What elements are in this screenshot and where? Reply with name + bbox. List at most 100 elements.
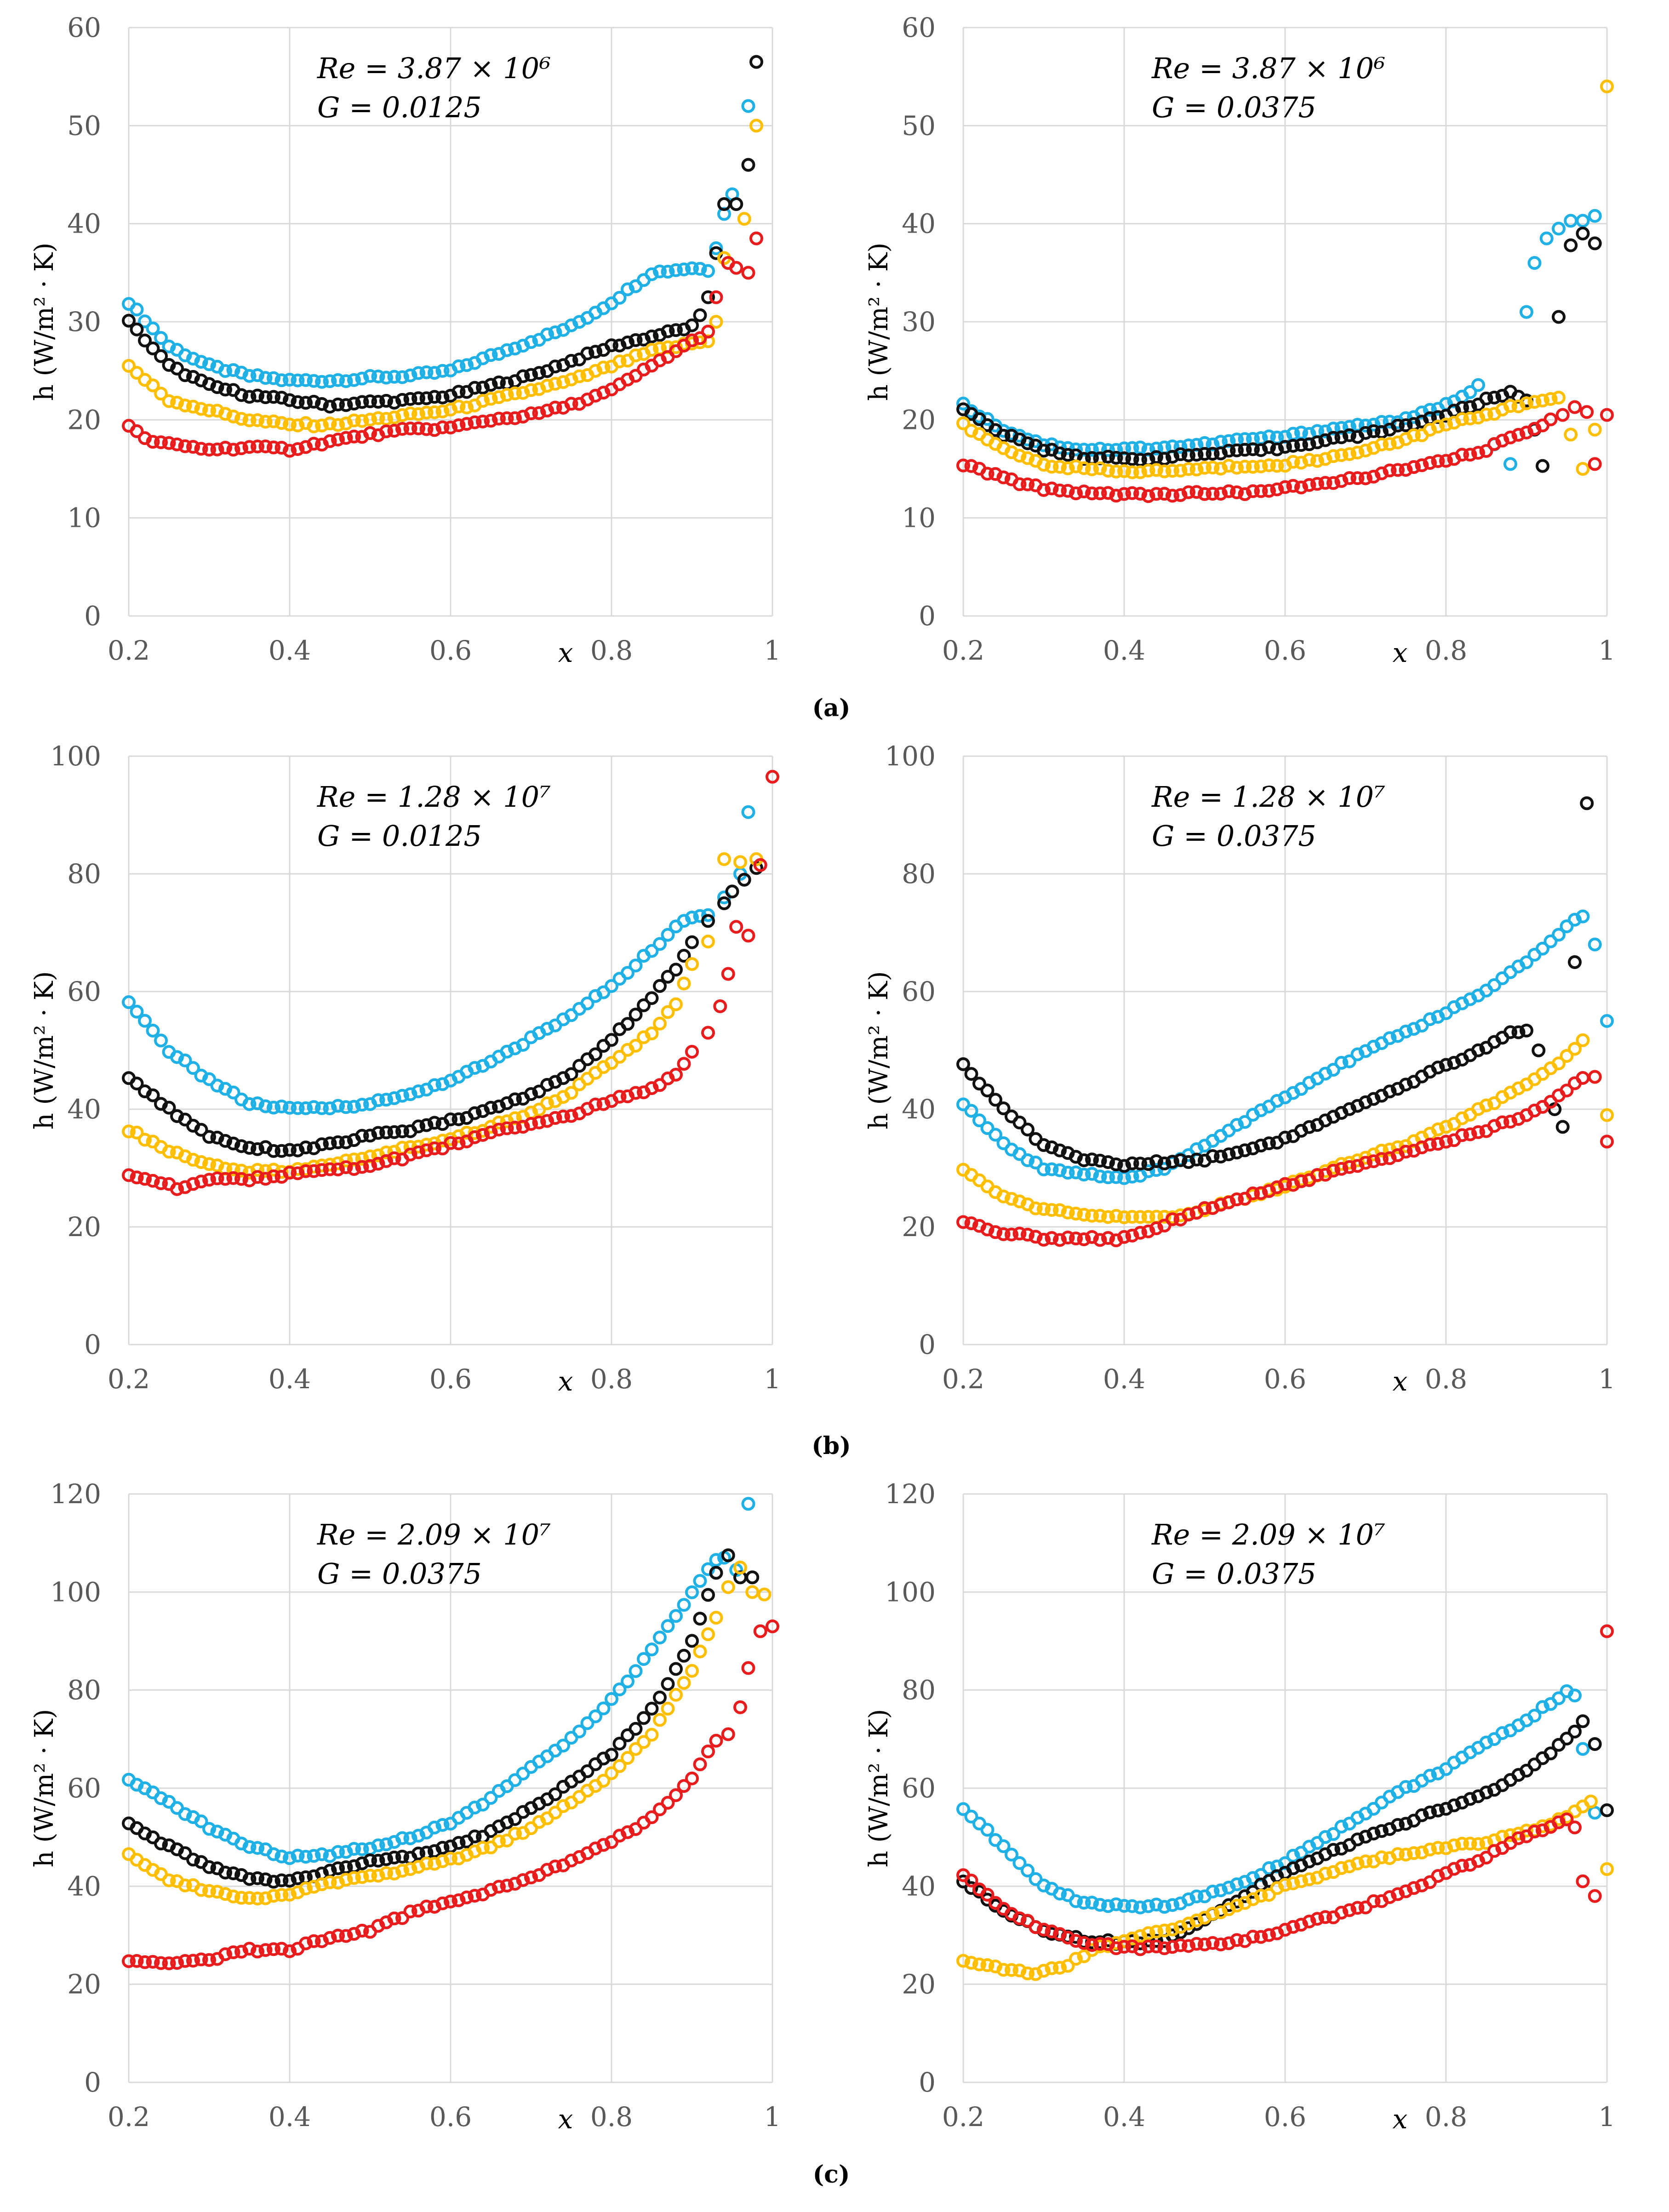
- data-point: [1166, 1155, 1179, 1169]
- data-point: [355, 1160, 369, 1174]
- data-point: [1447, 1798, 1461, 1813]
- data-point: [1077, 461, 1091, 475]
- data-point: [419, 1856, 434, 1870]
- y-tick-label: 60: [902, 1773, 936, 1804]
- data-point: [753, 858, 767, 872]
- data-point: [1262, 1136, 1276, 1151]
- data-point: [693, 1574, 707, 1588]
- data-point: [435, 1134, 450, 1148]
- data-point: [1455, 1128, 1469, 1142]
- data-point: [677, 1676, 691, 1690]
- data-point: [1564, 238, 1578, 252]
- data-point: [1125, 465, 1139, 479]
- data-point: [492, 411, 506, 426]
- data-point: [379, 1125, 393, 1140]
- data-point: [428, 1857, 441, 1871]
- data-point: [1383, 1084, 1397, 1099]
- data-point: [403, 1862, 417, 1876]
- data-point: [387, 370, 401, 384]
- data-point: [1366, 1154, 1381, 1169]
- data-point: [1093, 1898, 1107, 1912]
- data-point: [403, 1087, 417, 1101]
- data-point: [1359, 426, 1372, 440]
- data-point: [1166, 464, 1179, 478]
- data-point: [1431, 419, 1445, 433]
- y-tick-label: 80: [67, 1675, 101, 1706]
- data-point: [556, 375, 570, 389]
- data-point: [1366, 1894, 1381, 1908]
- y-tick-label: 40: [902, 208, 936, 239]
- data-point: [653, 937, 667, 951]
- data-point: [1520, 305, 1533, 319]
- data-point: [721, 1548, 735, 1562]
- data-point: [1343, 1160, 1356, 1174]
- data-point: [412, 1084, 425, 1099]
- data-point: [419, 365, 434, 379]
- data-point: [363, 1869, 377, 1883]
- x-tick-label: 0.4: [1103, 635, 1145, 666]
- data-point: [1101, 1155, 1115, 1169]
- data-point: [435, 1854, 450, 1868]
- data-point: [283, 1143, 297, 1157]
- data-point: [218, 1134, 232, 1148]
- data-point: [1061, 1205, 1075, 1220]
- data-point: [1254, 1186, 1268, 1200]
- data-point: [1230, 1933, 1244, 1947]
- data-point: [709, 290, 723, 304]
- data-point: [1182, 1155, 1195, 1169]
- data-point: [323, 416, 337, 431]
- data-point: [1479, 407, 1493, 422]
- data-point: [371, 1869, 385, 1883]
- data-point: [1375, 466, 1389, 480]
- data-point: [251, 1891, 264, 1905]
- data-point: [355, 1842, 369, 1856]
- data-point: [677, 1057, 691, 1071]
- data-point: [395, 1864, 409, 1878]
- data-point: [379, 1837, 393, 1852]
- data-point: [435, 1841, 450, 1855]
- data-point: [1503, 1828, 1517, 1842]
- data-point: [1270, 482, 1284, 496]
- x-tick-label: 0.2: [108, 2101, 150, 2132]
- data-point: [629, 1822, 643, 1836]
- y-tick-label: 50: [902, 110, 936, 141]
- data-point: [435, 1896, 450, 1910]
- data-point: [1383, 437, 1397, 451]
- data-point: [146, 1174, 160, 1188]
- data-point: [283, 373, 297, 387]
- data-point: [130, 365, 144, 380]
- data-point: [226, 1136, 240, 1151]
- series-blue: [956, 1684, 1602, 1915]
- data-point: [130, 1954, 144, 1968]
- sublabel-a: (a): [812, 694, 851, 722]
- data-point: [548, 1111, 562, 1125]
- data-point: [1117, 1230, 1131, 1244]
- x-axis-label: x: [558, 1366, 573, 1397]
- data-point: [291, 442, 305, 456]
- data-point: [379, 412, 393, 426]
- series-black: [122, 861, 763, 1158]
- data-point: [1375, 425, 1389, 439]
- data-point: [564, 372, 578, 387]
- series-blue: [122, 99, 755, 389]
- data-point: [1077, 1153, 1091, 1167]
- data-point: [685, 910, 699, 924]
- data-point: [1552, 310, 1566, 324]
- data-point: [729, 920, 743, 934]
- data-point: [1447, 1838, 1461, 1853]
- data-point: [484, 1100, 498, 1115]
- data-point: [1053, 440, 1067, 455]
- data-point: [1021, 436, 1035, 450]
- data-point: [371, 1126, 385, 1140]
- data-point: [162, 394, 176, 408]
- data-point: [412, 366, 425, 380]
- data-point: [387, 423, 401, 438]
- data-point: [653, 1690, 667, 1705]
- data-point: [484, 414, 498, 428]
- data-point: [1109, 450, 1123, 465]
- data-point: [621, 1674, 634, 1688]
- data-point: [1479, 1851, 1493, 1865]
- data-point: [1037, 1878, 1051, 1893]
- data-point: [468, 381, 482, 395]
- data-point: [1407, 1881, 1421, 1895]
